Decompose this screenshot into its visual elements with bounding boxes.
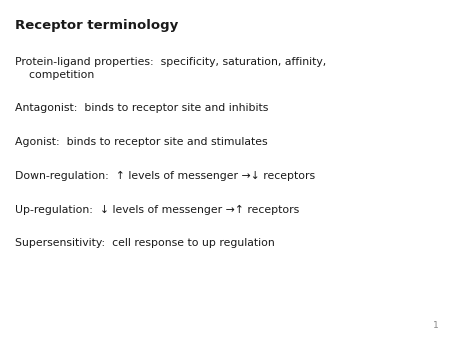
Text: Up-regulation:  ↓ levels of messenger →↑ receptors: Up-regulation: ↓ levels of messenger →↑ … — [15, 204, 299, 215]
Text: Antagonist:  binds to receptor site and inhibits: Antagonist: binds to receptor site and i… — [15, 103, 268, 113]
Text: Supersensitivity:  cell response to up regulation: Supersensitivity: cell response to up re… — [15, 238, 274, 248]
Text: 1: 1 — [433, 320, 439, 330]
Text: Protein-ligand properties:  specificity, saturation, affinity,
    competition: Protein-ligand properties: specificity, … — [15, 57, 326, 80]
Text: Agonist:  binds to receptor site and stimulates: Agonist: binds to receptor site and stim… — [15, 137, 267, 147]
Text: Down-regulation:  ↑ levels of messenger →↓ receptors: Down-regulation: ↑ levels of messenger →… — [15, 171, 315, 181]
Text: Receptor terminology: Receptor terminology — [15, 19, 178, 31]
